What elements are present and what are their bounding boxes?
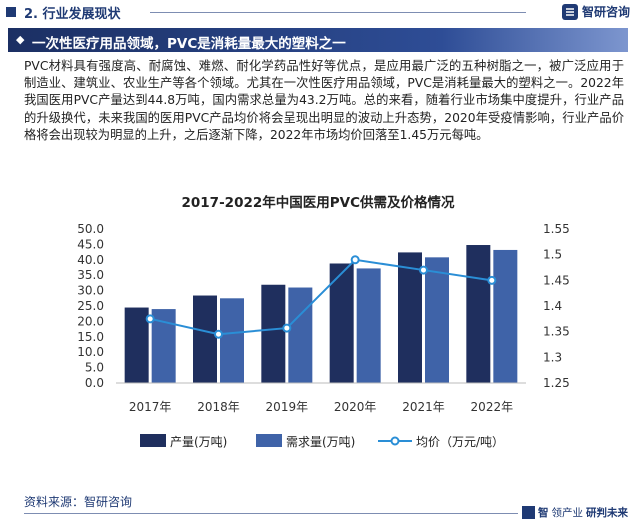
bar-production: [329, 263, 354, 383]
bar-production: [261, 284, 286, 383]
footer-divider: [24, 513, 518, 514]
footer-brand-c: 研判未来: [586, 507, 628, 519]
body-paragraph: PVC材料具有强度高、耐腐蚀、难燃、耐化学药品性好等优点，是应用最广泛的五种树脂…: [24, 59, 624, 142]
title-banner: ◆ 一次性医疗用品领域，PVC是消耗量最大的塑料之一: [8, 28, 628, 52]
bar-production: [466, 245, 491, 383]
y-left-tick-label: 40.0: [77, 253, 104, 267]
price-point: [145, 314, 155, 324]
bar-production: [398, 252, 422, 383]
bar-demand: [356, 268, 381, 383]
banner-bullet-icon: ◆: [16, 33, 25, 46]
bar-demand: [425, 257, 449, 383]
y-left-tick-label: 35.0: [77, 268, 104, 282]
y-left-tick-label: 0.0: [85, 376, 104, 390]
chart-title: 2017-2022年中国医用PVC供需及价格情况: [181, 195, 455, 211]
footer-brand-a: 智: [538, 507, 549, 519]
y-left-tick-label: 5.0: [85, 361, 104, 375]
section-header: 2. 行业发展现状 智研咨询: [0, 0, 636, 24]
legend-swatch-price-point: [390, 436, 400, 446]
bar-production: [193, 295, 217, 383]
section-label: 2. 行业发展现状: [24, 7, 121, 22]
brand-logo-icon: [561, 3, 578, 20]
y-right-tick-label: 1.35: [543, 325, 570, 339]
price-point: [419, 265, 428, 275]
y-left-tick-label: 45.0: [77, 237, 104, 251]
legend-swatch-demand: [256, 434, 282, 447]
bar-demand: [493, 249, 518, 383]
brand[interactable]: 智研咨询: [561, 3, 630, 20]
y-right-tick-label: 1.4: [543, 299, 562, 313]
y-right-tick-label: 1.45: [543, 273, 570, 287]
footer-logo-icon: [522, 506, 535, 519]
price-point: [350, 255, 360, 265]
legend-swatch-production: [140, 434, 166, 447]
x-tick-label: 2022年: [471, 400, 514, 414]
chart: 0.05.0 10.015.0 20.025.030.0 35.040.0 45.050…: [77, 222, 570, 449]
banner-title: 一次性医疗用品领域，PVC是消耗量最大的塑料之一: [32, 36, 346, 52]
x-tick-label: 2019年: [266, 400, 309, 414]
section-marker-icon: [6, 7, 16, 17]
x-tick-label: 2020年: [334, 400, 377, 414]
footer-brand: 智 领产业 研判未来: [522, 505, 628, 520]
y-left-tick-label: 15.0: [77, 330, 104, 344]
x-tick-label: 2018年: [197, 400, 240, 414]
y-left-tick-label: 30.0: [77, 284, 104, 298]
bar-demand: [288, 287, 313, 383]
y-right-tick-label: 1.25: [543, 376, 570, 390]
price-point: [282, 323, 292, 333]
y-left-tick-label: 50.0: [77, 222, 104, 236]
bar-production: [124, 307, 149, 383]
y-right-tick-label: 1.5: [543, 248, 562, 262]
y-right-tick-label: 1.3: [543, 350, 562, 364]
header-divider: [150, 12, 526, 13]
bar-demand: [220, 298, 244, 383]
price-point: [487, 275, 497, 285]
x-tick-label: 2017年: [129, 400, 172, 414]
x-tick-label: 2021年: [402, 400, 445, 414]
y-left-tick-label: 10.0: [77, 345, 104, 359]
legend-label: 产量(万吨): [170, 435, 227, 449]
legend-label: 需求量(万吨): [286, 435, 355, 449]
y-left-tick-label: 20.0: [77, 314, 104, 328]
footer-brand-b: 领产业: [551, 507, 584, 519]
y-left-tick-label: 25.0: [77, 299, 104, 313]
price-point: [214, 329, 223, 339]
y-right-tick-label: 1.55: [543, 222, 570, 236]
legend-label: 均价（万元/吨）: [416, 435, 504, 449]
price-line: [149, 258, 492, 336]
source-note: 资料来源：智研咨询: [24, 495, 133, 509]
brand-name: 智研咨询: [581, 5, 630, 19]
